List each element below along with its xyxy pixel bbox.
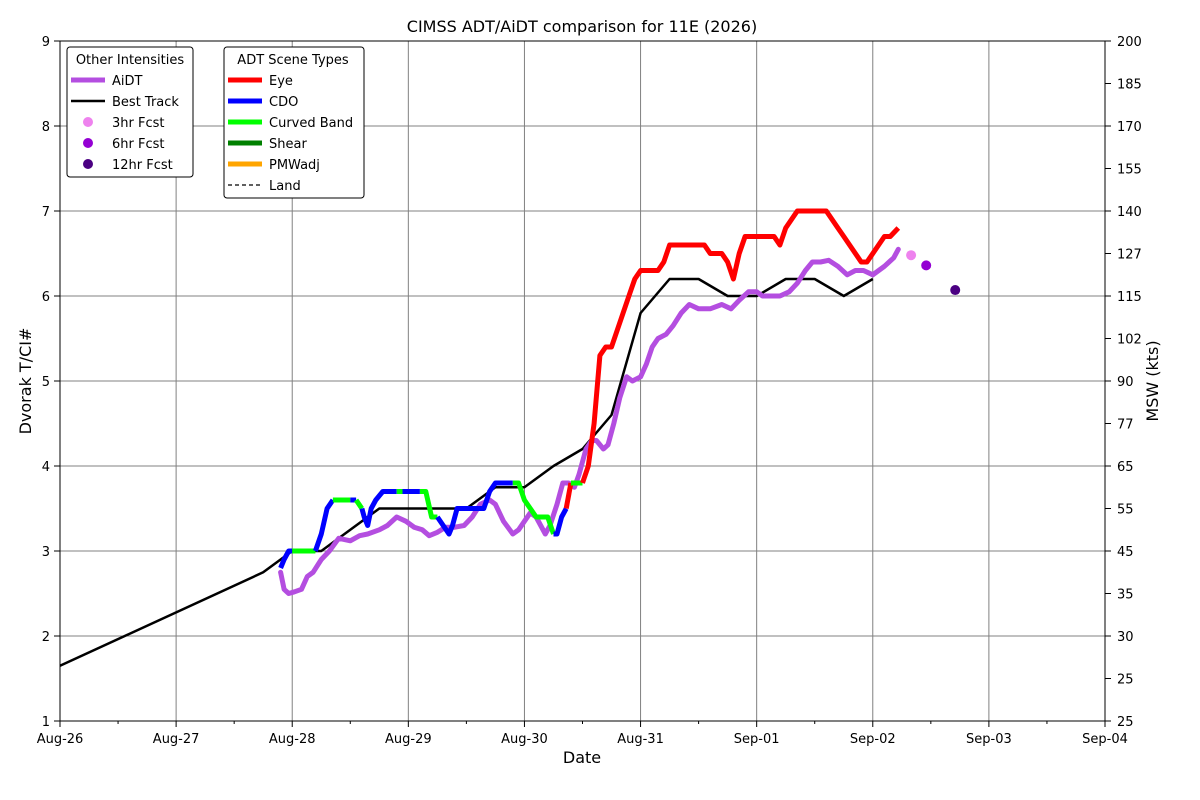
x-tick-label: Sep-03 [966, 732, 1012, 747]
axes: Aug-26 Aug-27 Aug-28 Aug-29 Aug-30 Aug-31 Sep-… [37, 35, 1142, 747]
forecast-point-6hr-fcst [921, 260, 932, 271]
adt-segment-curved-band [419, 489, 438, 520]
x-tick-label: Aug-27 [153, 732, 200, 747]
legend-label: Land [269, 179, 301, 194]
x-tick-label: Sep-02 [850, 732, 896, 747]
y2-tick-label: 115 [1117, 290, 1142, 305]
adt-segment-eye [563, 482, 574, 509]
y2-tick-label: 200 [1117, 35, 1142, 50]
adt-segment-eye [580, 208, 901, 484]
y2-tick-label: 25 [1117, 673, 1134, 688]
adt-segment-curved-band [512, 480, 556, 535]
y-tick-label: 1 [42, 715, 50, 730]
y-tick-label: 9 [42, 35, 50, 50]
y-tick-label: 3 [42, 545, 50, 560]
adt-segment-cdo [359, 489, 397, 528]
legend-label: PMWadj [269, 158, 320, 173]
legend-label: Shear [269, 137, 307, 152]
adt-segment-cdo [313, 498, 335, 552]
y2-tick-label: 155 [1117, 163, 1142, 178]
y-tick-label: 7 [42, 205, 50, 220]
y-tick-label: 4 [42, 460, 50, 475]
forecast-point-3hr-fcst [906, 250, 917, 261]
legend-swatch-dot [83, 117, 93, 127]
legend-title: Other Intensities [76, 53, 185, 68]
legend-box [223, 46, 365, 199]
y2-tick-label: 65 [1117, 460, 1134, 475]
legend-label: 3hr Fcst [112, 116, 164, 131]
chart-title: CIMSS ADT/AiDT comparison for 11E (2026) [407, 17, 757, 36]
adt-segment-cdo [553, 507, 569, 537]
x-tick-label: Sep-04 [1082, 732, 1128, 747]
y2-tick-label: 30 [1117, 630, 1134, 645]
y2-tick-label: 127 [1117, 248, 1142, 263]
forecast-point-12hr-fcst [950, 285, 961, 296]
x-tick-label: Aug-30 [501, 732, 548, 747]
y-tick-label: 2 [42, 630, 50, 645]
x-tick-label: Sep-01 [734, 732, 780, 747]
legend-label: 12hr Fcst [112, 158, 173, 173]
y2-tick-label: 55 [1117, 503, 1134, 518]
best-track-line [59, 277, 874, 667]
legend-label: CDO [269, 95, 298, 110]
x-tick-label: Aug-31 [617, 732, 664, 747]
y-tick-label: 5 [42, 375, 50, 390]
legend-title: ADT Scene Types [237, 53, 349, 68]
adt-segment-cdo [278, 548, 293, 569]
x-axis-title: Date [563, 748, 601, 767]
y2-tick-label: 90 [1117, 375, 1134, 390]
grid [59, 40, 1106, 722]
legend-label: AiDT [112, 74, 143, 89]
y-tick-label: 8 [42, 120, 50, 135]
legend-swatch-dot [83, 138, 93, 148]
adt-segment-cdo [435, 480, 513, 537]
adt-segment-curved-band [354, 498, 364, 510]
legend-adt-scene-types: ADT Scene Types Eye CDO Curved Band Shear PMW… [223, 46, 365, 199]
y2-tick-label: 25 [1117, 715, 1134, 730]
aidt-line [278, 246, 901, 596]
y2-tick-label: 35 [1117, 588, 1134, 603]
legend-label: Eye [269, 74, 293, 89]
y2-axis-title: MSW (kts) [1143, 340, 1162, 421]
y-tick-label: 6 [42, 290, 50, 305]
y2-tick-label: 170 [1117, 120, 1142, 135]
y2-tick-label: 102 [1117, 333, 1142, 348]
y-axis-title: Dvorak T/CI# [16, 328, 35, 435]
x-tick-label: Aug-29 [385, 732, 432, 747]
x-tick-label: Aug-28 [269, 732, 316, 747]
legend-label: 6hr Fcst [112, 137, 164, 152]
y2-tick-label: 77 [1117, 418, 1134, 433]
y2-tick-label: 45 [1117, 545, 1134, 560]
legend-swatch-dot [83, 159, 93, 169]
series-layer [59, 208, 961, 667]
y2-tick-label: 185 [1117, 78, 1142, 93]
y2-tick-label: 140 [1117, 205, 1142, 220]
legend-label: Curved Band [269, 116, 353, 131]
legend-label: Best Track [112, 95, 179, 110]
x-tick-label: Aug-26 [37, 732, 84, 747]
legend-other-intensities: Other Intensities AiDT Best Track 3hr Fcst 6… [66, 46, 194, 178]
